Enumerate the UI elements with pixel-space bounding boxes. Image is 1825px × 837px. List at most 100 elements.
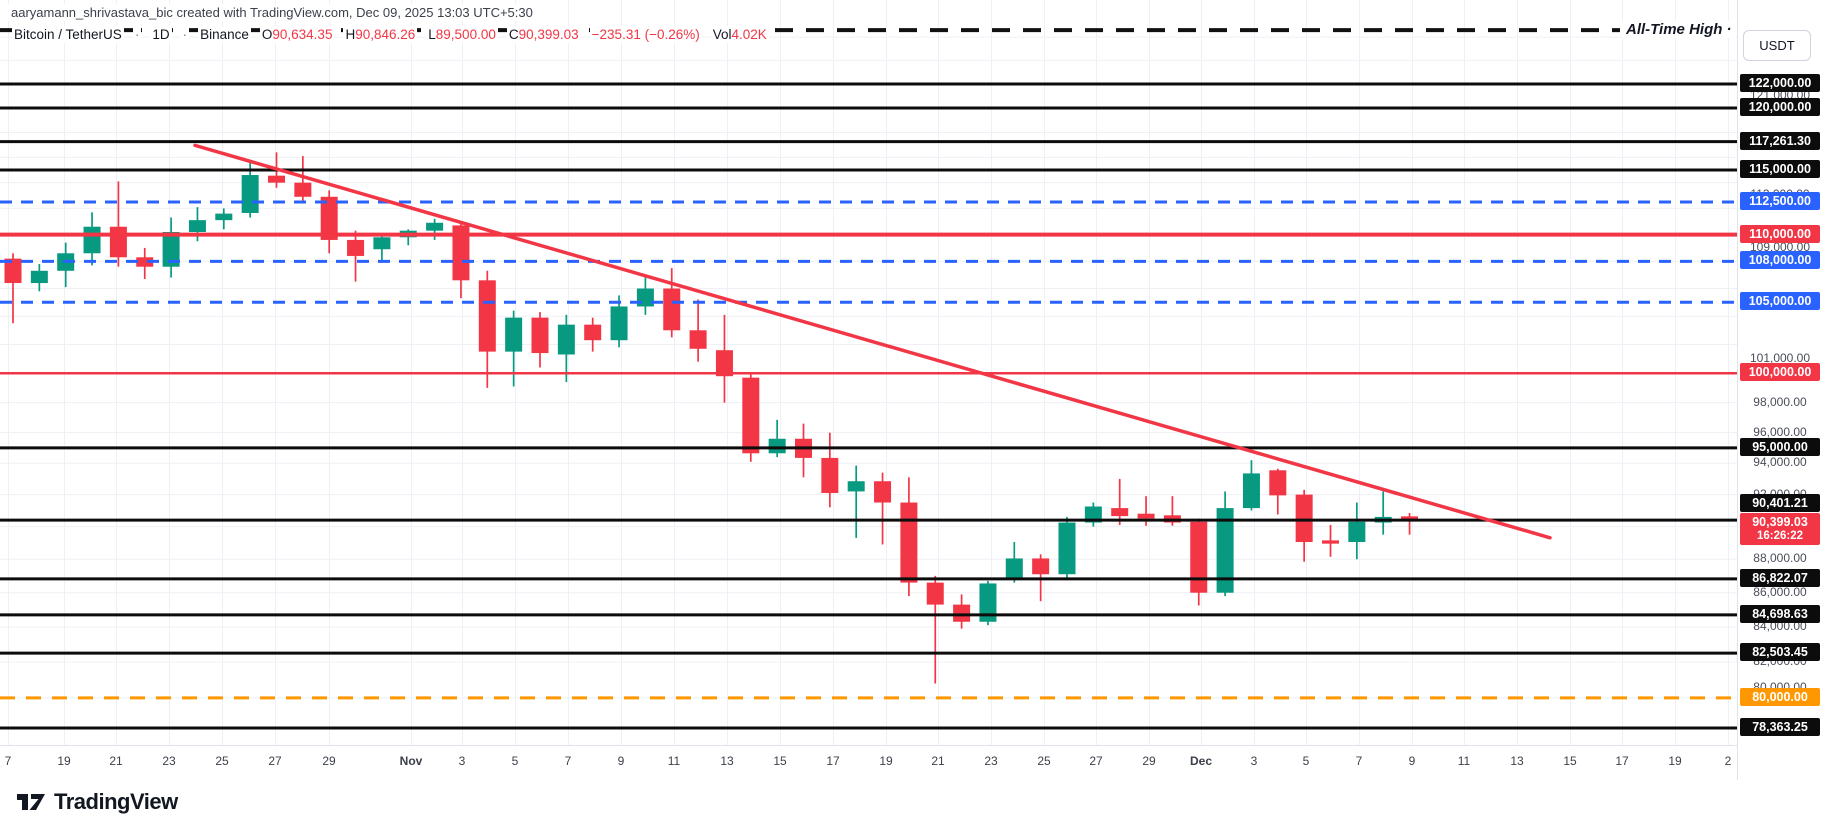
candle-body [294,182,312,197]
tradingview-logo-text: TradingView [54,789,178,814]
watermark-attribution: aaryamann_shrivastava_bic created with T… [8,4,536,21]
time-axis-label: 3 [1250,754,1258,768]
all-time-high-label: All-Time High · [1622,21,1736,38]
candle-body [847,481,865,492]
price-level-badge: 105,000.00 [1740,292,1820,311]
candle-body [742,377,760,454]
time-axis-label: 11 [1457,754,1471,768]
time-axis-label: 25 [1037,754,1051,768]
legend-value: 4.02K [731,27,767,42]
legend-item: O90,634.35 [259,26,335,43]
price-level-badge: 82,503.45 [1740,643,1820,662]
time-axis-label: 29 [322,754,336,768]
candlestick-canvas[interactable] [0,0,1737,745]
time-axis-label: 13 [1510,754,1524,768]
candle-body [426,222,444,231]
price-tick: 98,000.00 [1753,394,1807,409]
price-tick: 101,000.00 [1749,350,1811,365]
price-tick: 96,000.00 [1753,424,1807,439]
legend-value: 90,634.35 [272,27,333,42]
price-chart-plot[interactable] [0,0,1737,745]
price-tick: 88,000.00 [1753,551,1807,566]
countdown-timer: 16:26:22 [1756,530,1804,543]
time-axis-label: 5 [511,754,519,768]
legend-item: −235.31 (−0.26%) [589,26,702,43]
candle-body [1111,508,1129,517]
price-axis[interactable]: USDT 121,000.00113,000.00109,000.00101,0… [1737,0,1825,780]
candle-body [768,438,786,454]
candle-body [1190,521,1208,593]
tradingview-logo-icon [17,794,45,810]
tradingview-logo[interactable]: TradingView [16,789,178,815]
legend-value: 90,399.03 [518,27,579,42]
legend-item: L89,500.00 [426,26,498,43]
time-axis-label: 19 [57,754,71,768]
footer-bar: TradingView [0,779,1825,837]
price-level-badge: 110,000.00 [1740,224,1820,243]
legend-item: Binance [198,26,251,43]
candle-body [689,330,707,349]
candle-body [188,220,206,232]
time-axis-label: 17 [826,754,840,768]
time-axis-label: 23 [162,754,176,768]
legend-item: Bitcoin / TetherUS [12,26,124,43]
candle-body [478,280,496,352]
legend-item: · [180,26,190,43]
candle-body [821,457,839,494]
currency-toggle-button[interactable]: USDT [1743,30,1811,61]
candle-body [320,196,338,240]
candle-body [874,481,892,503]
time-axis-label: 27 [1089,754,1103,768]
candle-body [953,604,971,622]
legend-value: 89,500.00 [435,27,496,42]
time-axis[interactable]: 7 19 21 23 25 27 29 Nov 3 5 7 9 11 13 15 17 19 21 23 25 27 29… [0,745,1825,780]
candle-body [1216,508,1234,593]
candle-body [347,239,365,256]
candle-body [1005,558,1023,578]
price-level-badge: 112,500.00 [1740,191,1820,210]
legend-item: C90,399.03 [506,26,581,43]
legend-item: · [132,26,142,43]
candle-body [373,237,391,250]
candle-body [505,317,523,352]
time-axis-label: 9 [617,754,625,768]
candle-body [1137,513,1155,519]
candle-body [83,226,101,254]
time-axis-label: 27 [268,754,282,768]
candle-body [215,213,233,221]
time-axis-label: 13 [720,754,734,768]
descending-trendline[interactable] [193,143,1552,540]
time-axis-label: 7 [4,754,12,768]
price-tick: 94,000.00 [1753,455,1807,470]
time-axis-label: 19 [1668,754,1682,768]
candle-body [1269,470,1287,496]
candle-body [531,317,549,354]
candle-body [1322,540,1339,544]
price-tick: 109,000.00 [1749,239,1811,254]
candle-body [4,258,22,284]
time-axis-label: 15 [1563,754,1577,768]
price-level-badge: 78,363.25 [1740,718,1820,736]
candle-body [1242,473,1260,509]
time-axis-label: 5 [1302,754,1310,768]
time-axis-label: Dec [1189,754,1212,768]
time-axis-label: 15 [773,754,787,768]
time-axis-label: 2 [1724,754,1732,768]
price-level-badge: 95,000.00 [1740,437,1820,456]
candle-body [30,270,48,284]
legend-item: 1D [150,26,172,43]
candle-body [926,582,944,605]
candle-body [1058,522,1076,575]
candle-body [268,175,285,183]
price-level-badge: 108,000.00 [1740,251,1820,270]
candle-body [557,324,575,355]
price-level-badge: 100,000.00 [1740,363,1820,382]
legend-item: H90,846.26 [343,26,418,43]
candle-body [1084,506,1102,523]
symbol-legend[interactable]: Bitcoin / TetherUS · 1D · Binance O90,634.35 H… [12,26,769,43]
candle-body [979,583,997,622]
price-level-badge: 115,000.00 [1740,159,1820,178]
candle-body [109,226,127,258]
candle-body [136,257,154,267]
